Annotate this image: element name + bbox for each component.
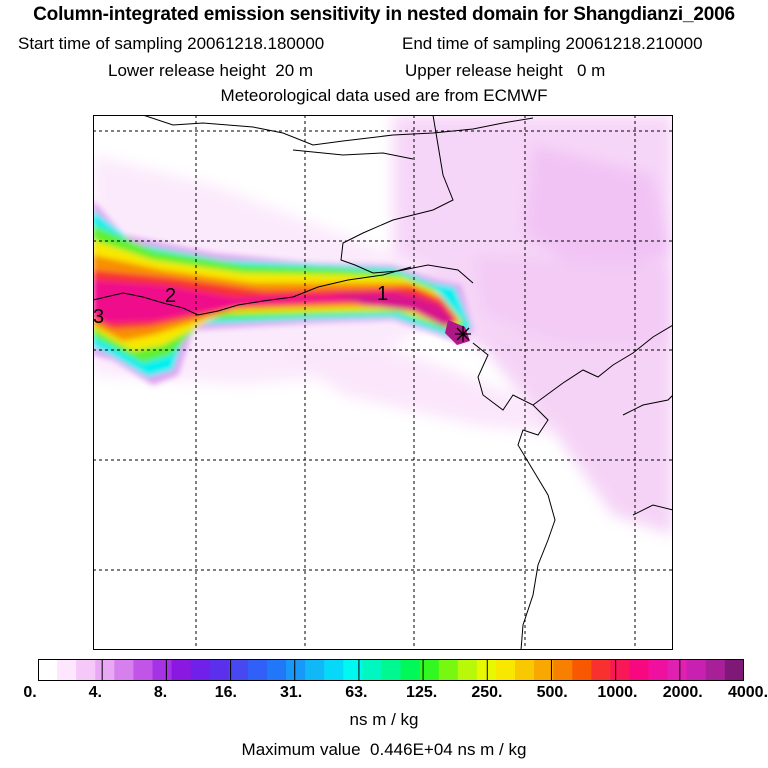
release-point-star-icon bbox=[455, 326, 471, 342]
colorbar-tick-label: 125. bbox=[406, 684, 438, 701]
colorbar-tick-label: 1000. bbox=[597, 684, 638, 701]
colorbar-swatch bbox=[724, 659, 744, 681]
plot-title: Column-integrated emission sensitivity i… bbox=[33, 4, 735, 25]
map-frame bbox=[93, 115, 673, 650]
lower-height-label: Lower release height bbox=[108, 61, 266, 80]
colorbar-swatch bbox=[305, 659, 325, 681]
contour-label-1: 1 bbox=[377, 283, 388, 305]
colorbar-swatch bbox=[228, 659, 249, 681]
start-time-line: Start time of sampling 20061218.180000 bbox=[18, 34, 324, 54]
colorbar-swatch bbox=[286, 659, 306, 681]
colorbar-swatch bbox=[381, 659, 402, 681]
maximum-value: 0.446E+04 ns m / kg bbox=[370, 740, 527, 759]
colorbar-swatch bbox=[591, 659, 611, 681]
colorbar-tick-label: 500. bbox=[536, 684, 568, 701]
colorbar-tick-label: 4. bbox=[88, 684, 102, 701]
emission-plume bbox=[93, 200, 473, 385]
colorbar-swatch bbox=[648, 659, 669, 681]
colorbar-swatch bbox=[57, 659, 77, 681]
colorbar-swatch bbox=[247, 659, 268, 681]
colorbar-tick-label: 250. bbox=[471, 684, 503, 701]
colorbar-swatch bbox=[76, 659, 96, 681]
colorbar bbox=[38, 659, 744, 681]
upper-height-label: Upper release height bbox=[405, 61, 563, 80]
colorbar-swatch bbox=[476, 659, 497, 681]
colorbar-swatch bbox=[171, 659, 192, 681]
colorbar-swatch bbox=[438, 659, 459, 681]
maximum-value-line: Maximum value 0.446E+04 ns m / kg bbox=[0, 740, 768, 760]
colorbar-swatch bbox=[686, 659, 707, 681]
colorbar-swatch bbox=[400, 659, 421, 681]
end-time-value: 20061218.210000 bbox=[565, 34, 703, 53]
colorbar-tick-label: 8. bbox=[153, 684, 168, 701]
colorbar-swatch bbox=[667, 659, 688, 681]
start-time-label: Start time of sampling bbox=[18, 34, 183, 53]
map-gridlines bbox=[93, 115, 673, 650]
upper-height-line: Upper release height 0 m bbox=[405, 61, 605, 81]
colorbar-swatch bbox=[515, 659, 535, 681]
lower-height-line: Lower release height 20 m bbox=[108, 61, 313, 81]
colorbar-swatch bbox=[553, 659, 573, 681]
colorbar-swatch bbox=[705, 659, 726, 681]
colorbar-swatch bbox=[209, 659, 230, 681]
colorbar-swatch bbox=[152, 659, 173, 681]
colorbar-swatch bbox=[114, 659, 134, 681]
colorbar-swatch bbox=[495, 659, 516, 681]
contour-label-2: 2 bbox=[165, 285, 176, 307]
contour-label-3: 3 bbox=[93, 306, 104, 328]
colorbar-swatch bbox=[419, 659, 440, 681]
colorbar-tick-label: 4000. bbox=[727, 684, 768, 701]
upper-height-value: 0 m bbox=[577, 61, 606, 80]
colorbar-tick-label: 2000. bbox=[662, 684, 703, 701]
maximum-value-label: Maximum value bbox=[241, 740, 361, 759]
colorbar-swatch bbox=[266, 659, 287, 681]
colorbar-tick-label: 16. bbox=[214, 684, 237, 701]
colorbar-swatch bbox=[343, 659, 363, 681]
end-time-line: End time of sampling 20061218.210000 bbox=[402, 34, 703, 54]
lower-height-value: 20 m bbox=[275, 61, 314, 80]
met-data-line: Meteorological data used are from ECMWF bbox=[220, 86, 548, 105]
colorbar-tick-label: 63. bbox=[345, 684, 368, 701]
release-region bbox=[445, 320, 470, 345]
colorbar-swatch bbox=[457, 659, 478, 681]
colorbar-swatch bbox=[572, 659, 592, 681]
colorbar-tick-label: 31. bbox=[279, 684, 303, 701]
coastlines bbox=[93, 115, 673, 650]
colorbar-units: ns m / kg bbox=[349, 710, 419, 729]
colorbar-swatch bbox=[95, 659, 115, 681]
start-time-value: 20061218.180000 bbox=[187, 34, 325, 53]
emission-sensitivity-map: 1 2 3 bbox=[93, 115, 673, 650]
colorbar-swatch bbox=[362, 659, 382, 681]
colorbar-swatch bbox=[190, 659, 211, 681]
colorbar-swatch bbox=[324, 659, 344, 681]
colorbar-frame bbox=[38, 659, 744, 681]
colorbar-swatch bbox=[38, 659, 58, 681]
colorbar-swatch bbox=[534, 659, 554, 681]
colorbar-swatch bbox=[610, 659, 631, 681]
colorbar-swatch bbox=[133, 659, 153, 681]
colorbar-tick-label: 0. bbox=[23, 684, 37, 701]
colorbar-swatch bbox=[629, 659, 650, 681]
end-time-label: End time of sampling bbox=[402, 34, 561, 53]
